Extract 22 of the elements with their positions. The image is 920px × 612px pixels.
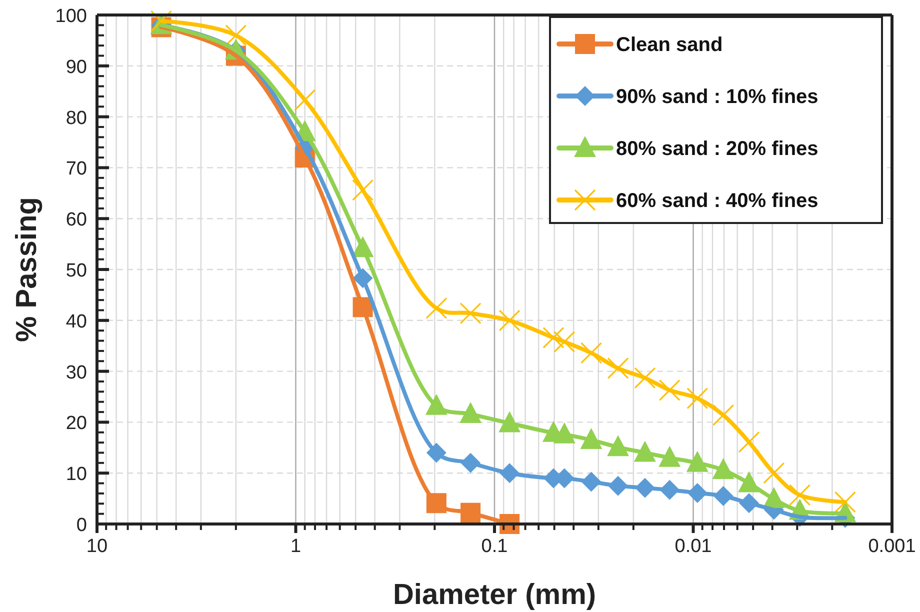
y-tick-label: 60 <box>66 210 87 231</box>
y-tick-label: 90 <box>66 56 87 78</box>
legend-label: Clean sand <box>616 34 723 56</box>
y-tick-label: 0 <box>76 515 87 536</box>
y-tick-label: 50 <box>66 260 87 282</box>
y-tick-label: 20 <box>66 413 87 434</box>
y-axis-title: % Passing <box>11 196 43 342</box>
y-tick-label: 100 <box>55 6 87 27</box>
y-tick-label: 10 <box>66 464 87 486</box>
x-axis-title: Diameter (mm) <box>392 579 596 611</box>
y-tick-label: 40 <box>66 311 87 332</box>
legend-label: 80% sand : 20% fines <box>616 138 818 160</box>
x-tick-label: 0.001 <box>868 536 916 557</box>
legend-label: 60% sand : 40% fines <box>616 190 818 212</box>
x-tick-label: 10 <box>86 536 108 557</box>
legend-label: 90% sand : 10% fines <box>616 86 818 108</box>
y-tick-label: 30 <box>66 362 87 384</box>
x-tick-label: 1 <box>290 536 302 557</box>
x-tick-label: 0.01 <box>674 536 712 557</box>
x-tick-label: 0.1 <box>481 536 508 557</box>
y-tick-label: 70 <box>66 158 87 180</box>
y-tick-label: 80 <box>66 108 87 129</box>
